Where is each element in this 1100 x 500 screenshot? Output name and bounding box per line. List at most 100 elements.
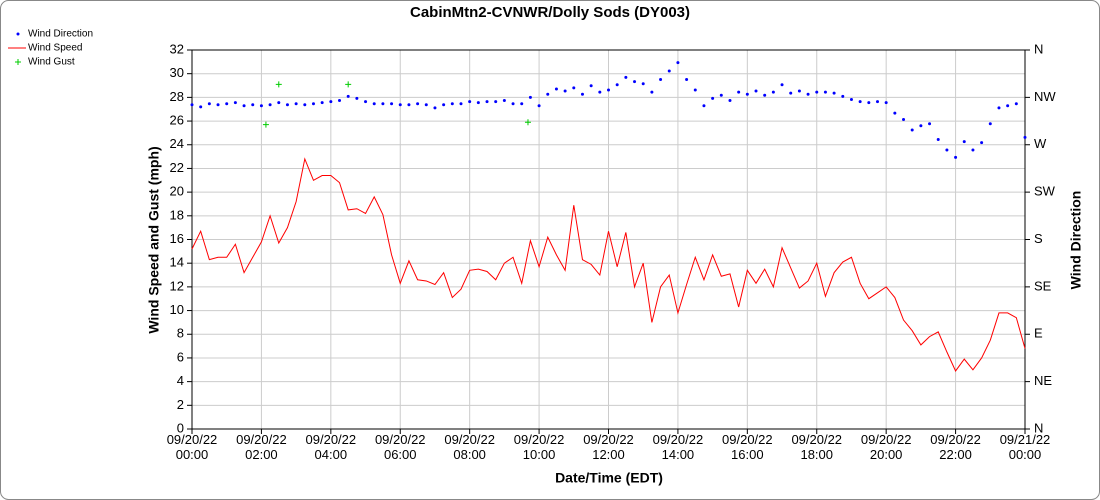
direction-dot [841,94,845,98]
direction-dot [806,92,810,96]
direction-dot [910,128,914,132]
direction-dot [311,102,315,106]
direction-dot [520,102,524,106]
direction-dot [251,103,255,107]
direction-dot [216,103,220,107]
direction-dot [476,101,480,105]
direction-dot [294,102,298,106]
y-tick-label: 10 [170,302,184,317]
direction-dot [711,96,715,100]
y-tick-label: 30 [170,65,184,80]
direction-dot [572,86,576,90]
y2-tick-label: NE [1034,373,1052,388]
direction-dot [771,90,775,94]
direction-dot [615,83,619,87]
direction-dot [789,91,793,95]
direction-dot [737,90,741,94]
legend-swatch [15,59,21,65]
plot-border [191,49,1026,430]
x-tick-label: 09/20/22 02:00 [236,432,287,462]
direction-dot [693,88,697,92]
direction-dot [277,101,281,105]
y-tick-label: 4 [177,373,184,388]
direction-dot [884,101,888,105]
direction-dot [442,103,446,107]
x-tick-label: 09/20/22 14:00 [652,432,704,462]
gust-marker [275,81,282,88]
direction-dot [928,122,932,126]
direction-dot [338,99,342,103]
direction-dot [407,103,411,107]
y2-tick-label: N [1034,420,1043,435]
y-tick-label: 24 [170,136,184,151]
direction-dot [242,104,246,108]
direction-dot [754,89,758,93]
x-tick-label: 09/20/22 04:00 [305,432,357,462]
y-tick-label: 26 [170,113,184,128]
y-tick-label: 32 [170,41,184,56]
direction-dot [997,106,1001,110]
y2-tick-label: E [1034,326,1043,341]
y2-tick-label: W [1034,136,1047,151]
direction-dot [416,102,420,106]
chart-title: CabinMtn2-CVNWR/Dolly Sods (DY003) [410,4,690,21]
direction-dot [849,97,853,101]
direction-dot [598,90,602,94]
direction-dot [858,100,862,104]
y-tick-label: 22 [170,160,184,175]
y-tick-label: 6 [177,349,184,364]
direction-dot [988,122,992,126]
direction-dot [667,69,671,73]
y-tick-label: 8 [177,326,184,341]
direction-dot [728,99,732,103]
y2-tick-label: SW [1034,184,1056,199]
y2-tick-label: NW [1034,89,1056,104]
y-tick-label: 14 [170,255,184,270]
direction-dot [945,148,949,152]
y-axis-label: Wind Speed and Gust (mph) [146,146,162,333]
direction-dot [589,84,593,88]
x-tick-label: 09/20/22 00:00 [166,432,218,462]
x-tick-label: 09/20/22 08:00 [444,432,495,462]
x-tick-label: 09/20/22 18:00 [791,432,843,462]
direction-dot [355,96,359,100]
direction-dot [780,83,784,87]
direction-dot [346,94,350,98]
direction-dot [398,103,402,107]
direction-dot [424,103,428,107]
x-tick-label: 09/21/22 00:00 [999,432,1051,462]
direction-dot [641,82,645,86]
direction-dot [676,61,680,65]
x-tick-label: 09/20/22 22:00 [930,432,981,462]
direction-dot [580,92,584,96]
direction-dot [433,106,437,110]
direction-dot [546,92,550,96]
direction-dot [1006,104,1010,108]
direction-dot [199,105,203,109]
legend-label: Wind Gust [28,57,75,68]
direction-dot [659,77,663,81]
direction-dot [233,101,237,105]
direction-dot [285,103,289,107]
direction-dot [902,117,906,121]
y-tick-label: 2 [177,397,184,412]
y-tick-label: 20 [170,184,184,199]
legend-label: Wind Direction [28,29,93,40]
direction-dot [563,89,567,93]
direction-dot [650,90,654,94]
direction-dot [685,77,689,81]
x-tick-label: 09/20/22 12:00 [583,432,634,462]
direction-dot [962,140,966,144]
direction-dot [823,90,827,94]
direction-dot [372,102,376,106]
direction-dot [537,104,541,108]
direction-dot [719,93,723,97]
direction-dot [971,148,975,152]
speed-line [191,157,1026,372]
y-tick-label: 18 [170,207,184,222]
direction-dot [867,101,871,105]
x-tick-label: 09/20/22 10:00 [513,432,565,462]
